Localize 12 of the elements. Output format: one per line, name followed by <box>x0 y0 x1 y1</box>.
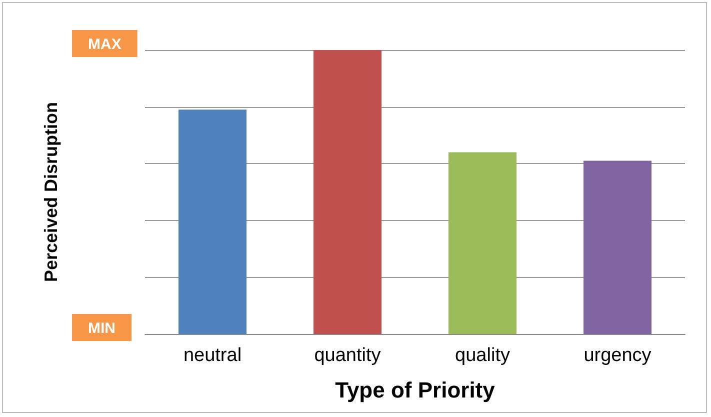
bar <box>314 50 382 334</box>
text: MIN <box>88 320 116 337</box>
x-tick-label: urgency <box>584 345 652 366</box>
x-tick-label: neutral <box>183 345 242 366</box>
text: MAX <box>88 36 122 53</box>
bar <box>448 152 516 334</box>
x-tick-label: quantity <box>314 345 382 366</box>
bar <box>178 110 246 334</box>
y-axis-title: Perceived Disruption <box>41 102 61 282</box>
x-axis-title: Type of Priority <box>335 378 496 402</box>
x-tick-label: quality <box>455 345 510 366</box>
bar <box>584 160 652 334</box>
